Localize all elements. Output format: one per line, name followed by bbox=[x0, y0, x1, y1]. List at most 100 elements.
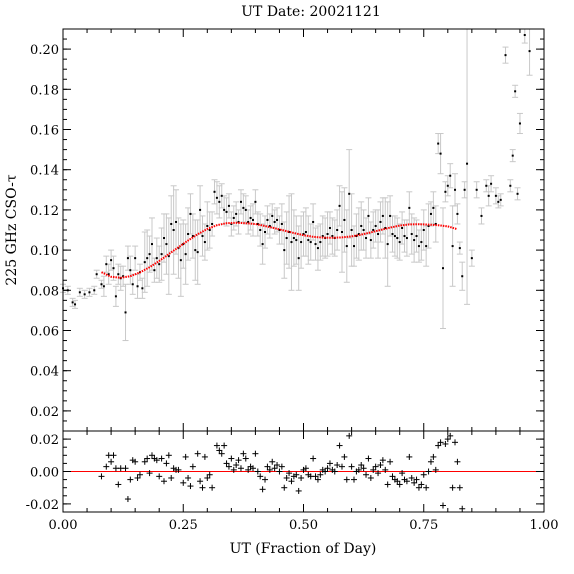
tau-point bbox=[497, 200, 500, 203]
residual-y-tick-label: -0.02 bbox=[26, 498, 59, 513]
residual-point bbox=[122, 465, 129, 472]
tau-point bbox=[384, 226, 387, 229]
tau-point bbox=[146, 257, 149, 260]
residual-point bbox=[218, 450, 225, 457]
tau-point bbox=[314, 243, 317, 246]
tau-point bbox=[365, 237, 368, 240]
residual-point bbox=[343, 476, 350, 483]
tau-point bbox=[405, 237, 408, 240]
residual-point bbox=[358, 462, 365, 469]
main-y-ticks: 0.02 0.04 0.06 0.08 0.10 0.12 0.14 0.16 0.18 0.20 bbox=[30, 28, 544, 432]
residual-point bbox=[456, 484, 463, 491]
residual-point bbox=[264, 463, 271, 470]
residual-point bbox=[163, 460, 170, 467]
tau-point bbox=[321, 235, 324, 238]
residual-point bbox=[370, 466, 377, 473]
tau-point bbox=[350, 229, 353, 231]
residual-point bbox=[411, 479, 418, 486]
tau-point bbox=[355, 235, 358, 238]
tau-point bbox=[251, 218, 254, 221]
residual-x-ticks: 0.00 0.25 0.50 0.75 1.00 bbox=[49, 431, 559, 533]
residual-point bbox=[199, 484, 206, 491]
residual-point bbox=[430, 453, 437, 460]
tau-point bbox=[312, 220, 315, 223]
residual-point bbox=[233, 462, 240, 469]
residual-point bbox=[396, 481, 403, 488]
residual-point bbox=[281, 484, 288, 491]
tau-point bbox=[150, 243, 153, 246]
residual-point bbox=[367, 474, 374, 481]
residual-point bbox=[276, 468, 283, 475]
y-tick-label: 0.16 bbox=[30, 124, 59, 139]
tau-point bbox=[110, 259, 113, 262]
tau-point bbox=[223, 208, 226, 211]
residual-point bbox=[144, 455, 151, 462]
residual-point bbox=[372, 463, 379, 470]
tau-point bbox=[485, 184, 488, 187]
tau-point bbox=[122, 275, 125, 278]
residual-point bbox=[148, 452, 155, 459]
residual-point bbox=[425, 468, 432, 475]
tau-point bbox=[302, 233, 305, 236]
residual-point bbox=[249, 465, 256, 472]
residual-point bbox=[384, 481, 391, 488]
tau-point bbox=[336, 229, 339, 231]
tau-point bbox=[470, 257, 473, 260]
tau-point bbox=[420, 241, 423, 244]
residual-point bbox=[415, 484, 422, 491]
residual-point bbox=[326, 460, 333, 467]
tau-point bbox=[153, 269, 156, 272]
residual-point bbox=[194, 450, 201, 457]
residual-point bbox=[189, 463, 196, 470]
residual-point bbox=[379, 457, 386, 464]
residual-point bbox=[317, 471, 324, 478]
residual-point bbox=[365, 455, 372, 462]
tau-point bbox=[184, 253, 187, 256]
tau-point bbox=[408, 206, 411, 209]
x-tick-label: 1.00 bbox=[530, 518, 559, 533]
tau-point bbox=[439, 152, 442, 155]
residual-point bbox=[418, 481, 425, 488]
tau-point bbox=[345, 245, 348, 248]
tau-point bbox=[93, 289, 96, 292]
tau-point bbox=[165, 243, 168, 246]
tau-point bbox=[273, 220, 276, 223]
tau-point bbox=[172, 229, 175, 231]
residual-point bbox=[180, 479, 187, 486]
tau-point bbox=[463, 188, 466, 191]
tau-point bbox=[167, 255, 170, 258]
tau-point bbox=[319, 241, 322, 244]
tau-point bbox=[288, 231, 291, 234]
residual-point bbox=[382, 466, 389, 473]
tau-point bbox=[196, 251, 199, 254]
residual-point bbox=[115, 481, 122, 488]
residual-point bbox=[394, 478, 401, 485]
tau-point bbox=[239, 200, 242, 203]
y-tick-label: 0.10 bbox=[30, 244, 59, 259]
tau-point bbox=[227, 204, 230, 207]
residual-point bbox=[271, 465, 278, 472]
tau-point bbox=[369, 239, 372, 242]
residual-point bbox=[225, 463, 232, 470]
tau-point bbox=[499, 198, 502, 201]
tau-point bbox=[422, 229, 425, 231]
residual-point bbox=[298, 474, 305, 481]
tau-point bbox=[160, 253, 163, 256]
tau-point bbox=[475, 188, 478, 191]
residual-point bbox=[375, 470, 382, 477]
residual-point bbox=[423, 484, 430, 491]
tau-point bbox=[340, 231, 343, 234]
x-axis-label: UT (Fraction of Day) bbox=[230, 541, 377, 557]
tau-point bbox=[74, 303, 77, 306]
tau-point bbox=[328, 226, 331, 229]
residual-point bbox=[427, 458, 434, 465]
tau-point bbox=[449, 174, 452, 177]
tau-point bbox=[516, 192, 519, 195]
tau-point bbox=[487, 194, 490, 197]
residual-point bbox=[223, 460, 230, 467]
residual-point bbox=[377, 462, 384, 469]
residual-point bbox=[454, 458, 461, 465]
tau-point bbox=[367, 214, 370, 217]
residual-point bbox=[288, 478, 295, 485]
residual-point bbox=[127, 476, 134, 483]
